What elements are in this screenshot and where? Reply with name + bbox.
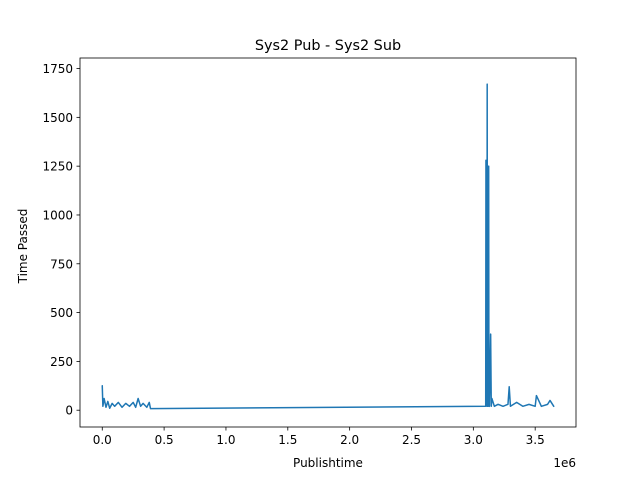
plot-frame: [79, 57, 577, 428]
chart-title: Sys2 Pub - Sys2 Sub: [255, 38, 401, 54]
y-tick-label: 1500: [42, 111, 73, 125]
x-tick-label: 0.0: [93, 433, 112, 447]
x-tick-label: 0.5: [155, 433, 174, 447]
x-tick-label: 1.5: [278, 433, 297, 447]
x-tick-label: 2.5: [402, 433, 421, 447]
plot-area: [79, 57, 577, 428]
x-axis-label: Publishtime: [293, 456, 363, 470]
x-axis-offset-label: 1e6: [553, 456, 576, 470]
x-tick-label: 1.0: [216, 433, 235, 447]
y-tick-label: 500: [50, 306, 73, 320]
series-line-0: [101, 83, 555, 410]
y-axis: 0 250 500 750 1000 1250 1500 1750: [42, 62, 80, 418]
x-tick-label: 3.5: [526, 433, 545, 447]
y-axis-label: Time Passed: [16, 209, 30, 285]
y-tick-label: 0: [65, 404, 73, 418]
y-tick-label: 1000: [42, 208, 73, 222]
y-tick-label: 250: [50, 355, 73, 369]
x-tick-label: 2.0: [340, 433, 359, 447]
y-tick-label: 1250: [42, 160, 73, 174]
x-axis: 0.0 0.5 1.0 1.5 2.0 2.5 3.0 3.5: [93, 427, 545, 447]
y-tick-label: 1750: [42, 62, 73, 76]
x-tick-label: 3.0: [464, 433, 483, 447]
y-tick-label: 750: [50, 257, 73, 271]
